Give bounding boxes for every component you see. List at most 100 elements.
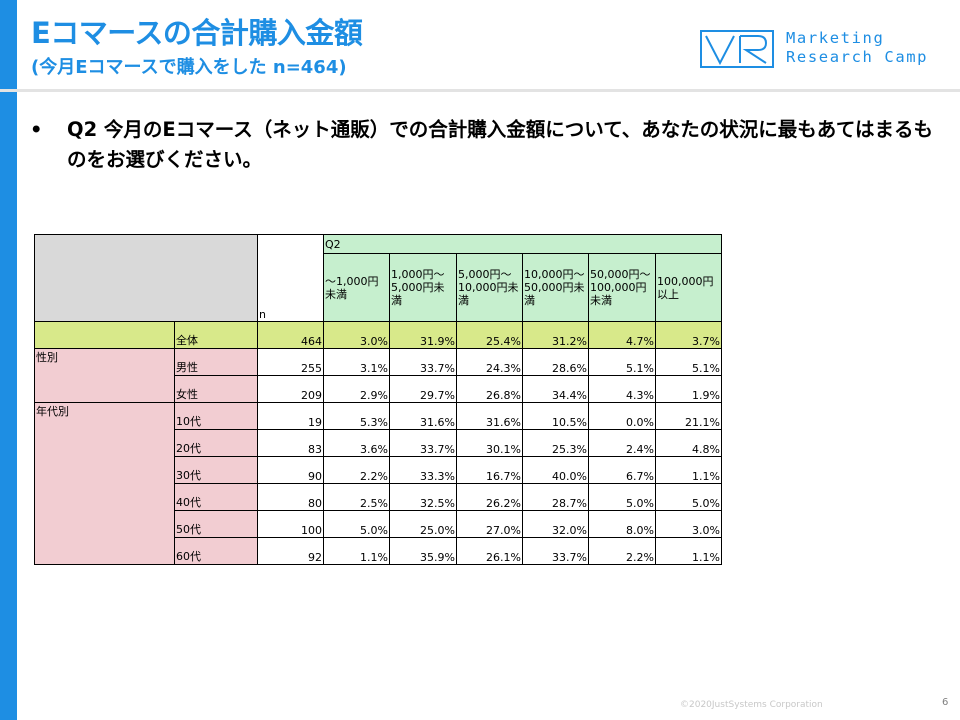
value-cell: 10.5% — [522, 402, 589, 430]
question-header: Q2 — [323, 234, 722, 254]
value-cell: 5.3% — [323, 402, 390, 430]
mr-logo-icon — [700, 30, 774, 68]
table-row: 60代 92 1.1% 35.9% 26.1% 33.7% 2.2% 1.1% — [34, 537, 722, 565]
page-subtitle: (今月Eコマースで購入をした n=464) — [31, 57, 347, 78]
category-blank-cell — [34, 456, 175, 484]
value-cell: 4.7% — [588, 321, 656, 349]
value-cell: 5.0% — [588, 483, 656, 511]
value-cell: 33.7% — [389, 429, 457, 457]
column-header: 50,000円～100,000円未満 — [588, 253, 656, 322]
table-row: 50代 100 5.0% 25.0% 27.0% 32.0% 8.0% 3.0% — [34, 510, 722, 538]
column-header: 1,000円～5,000円未満 — [389, 253, 457, 322]
value-cell: 1.9% — [655, 375, 722, 403]
value-cell: 5.1% — [588, 348, 656, 376]
total-n: 464 — [257, 321, 324, 349]
value-cell: 5.0% — [323, 510, 390, 538]
logo-line-1: Marketing — [786, 29, 885, 47]
value-cell: 3.6% — [323, 429, 390, 457]
table-row: 女性 209 2.9% 29.7% 26.8% 34.4% 4.3% 1.9% — [34, 375, 722, 403]
table-row: 性別 男性 255 3.1% 33.7% 24.3% 28.6% 5.1% 5.… — [34, 348, 722, 376]
value-cell: 8.0% — [588, 510, 656, 538]
table-row: 40代 80 2.5% 32.5% 26.2% 28.7% 5.0% 5.0% — [34, 483, 722, 511]
row-label: 女性 — [174, 375, 258, 403]
question-text: Q2 今月のEコマース（ネット通販）での合計購入金額について、あなたの状況に最も… — [67, 118, 933, 171]
row-label: 50代 — [174, 510, 258, 538]
category-blank-cell — [34, 510, 175, 538]
value-cell: 1.1% — [655, 456, 722, 484]
value-cell: 16.7% — [456, 456, 523, 484]
value-cell: 26.2% — [456, 483, 523, 511]
value-cell: 3.1% — [323, 348, 390, 376]
table-row: 20代 83 3.6% 33.7% 30.1% 25.3% 2.4% 4.8% — [34, 429, 722, 457]
value-cell: 21.1% — [655, 402, 722, 430]
category-label-gender: 性別 — [34, 348, 175, 376]
total-label: 全体 — [174, 321, 258, 349]
value-cell: 35.9% — [389, 537, 457, 565]
value-cell: 26.8% — [456, 375, 523, 403]
row-n: 83 — [257, 429, 324, 457]
row-n: 100 — [257, 510, 324, 538]
logo-wordmark: Marketing Research Camp — [786, 29, 956, 67]
value-cell: 1.1% — [655, 537, 722, 565]
value-cell: 4.8% — [655, 429, 722, 457]
value-cell: 31.6% — [389, 402, 457, 430]
value-cell: 2.2% — [323, 456, 390, 484]
n-header-cell: n — [257, 234, 324, 322]
value-cell: 27.0% — [456, 510, 523, 538]
value-cell: 5.0% — [655, 483, 722, 511]
value-cell: 31.2% — [522, 321, 589, 349]
n-header-label: n — [259, 308, 266, 321]
value-cell: 2.4% — [588, 429, 656, 457]
value-cell: 25.0% — [389, 510, 457, 538]
category-blank-cell — [34, 483, 175, 511]
value-cell: 3.7% — [655, 321, 722, 349]
page-title: Eコマースの合計購入金額 — [31, 16, 363, 50]
row-label: 10代 — [174, 402, 258, 430]
value-cell: 32.0% — [522, 510, 589, 538]
value-cell: 4.3% — [588, 375, 656, 403]
value-cell: 5.1% — [655, 348, 722, 376]
value-cell: 6.7% — [588, 456, 656, 484]
value-cell: 29.7% — [389, 375, 457, 403]
value-cell: 30.1% — [456, 429, 523, 457]
row-n: 209 — [257, 375, 324, 403]
row-n: 255 — [257, 348, 324, 376]
value-cell: 2.5% — [323, 483, 390, 511]
table-corner — [34, 234, 258, 322]
value-cell: 31.9% — [389, 321, 457, 349]
bullet-icon: • — [30, 118, 43, 141]
category-label-age: 年代別 — [34, 402, 175, 430]
value-cell: 33.3% — [389, 456, 457, 484]
category-blank-cell — [34, 429, 175, 457]
value-cell: 25.3% — [522, 429, 589, 457]
value-cell: 40.0% — [522, 456, 589, 484]
crosstab-table: n Q2 ～1,000円未満 1,000円～5,000円未満 5,000円～10… — [34, 234, 722, 565]
row-n: 19 — [257, 402, 324, 430]
total-blank-cell — [34, 321, 175, 349]
row-n: 90 — [257, 456, 324, 484]
row-label: 30代 — [174, 456, 258, 484]
category-blank-cell — [34, 375, 175, 403]
copyright-text: ©2020JustSystems Corporation — [680, 700, 823, 710]
value-cell: 3.0% — [655, 510, 722, 538]
value-cell: 28.6% — [522, 348, 589, 376]
row-label: 60代 — [174, 537, 258, 565]
slide-header — [17, 0, 960, 90]
company-logo: Marketing Research Camp — [700, 28, 950, 70]
row-label: 40代 — [174, 483, 258, 511]
left-accent-bar — [0, 0, 17, 720]
row-n: 80 — [257, 483, 324, 511]
table-row: 年代別 10代 19 5.3% 31.6% 31.6% 10.5% 0.0% 2… — [34, 402, 722, 430]
table-row: 30代 90 2.2% 33.3% 16.7% 40.0% 6.7% 1.1% — [34, 456, 722, 484]
table-row-total: 全体 464 3.0% 31.9% 25.4% 31.2% 4.7% 3.7% — [34, 321, 722, 349]
value-cell: 32.5% — [389, 483, 457, 511]
logo-line-2: Research Camp — [786, 48, 929, 66]
value-cell: 34.4% — [522, 375, 589, 403]
value-cell: 31.6% — [456, 402, 523, 430]
header-divider — [0, 89, 960, 92]
page-number: 6 — [942, 697, 949, 708]
value-cell: 25.4% — [456, 321, 523, 349]
value-cell: 3.0% — [323, 321, 390, 349]
column-header: ～1,000円未満 — [323, 253, 390, 322]
value-cell: 0.0% — [588, 402, 656, 430]
